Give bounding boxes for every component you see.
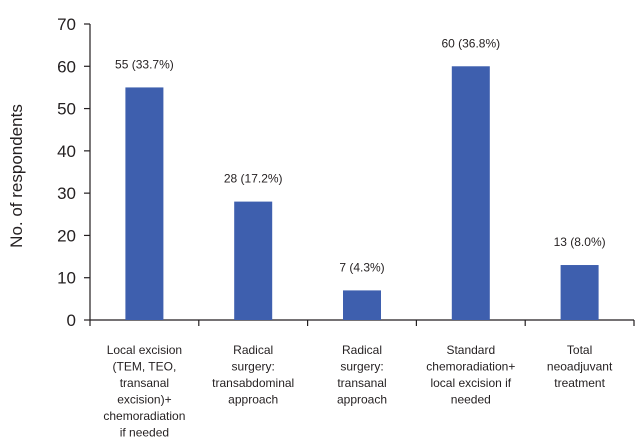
category-label: Radical surgery: transabdominal approach (212, 343, 294, 407)
data-label: 60 (36.8%) (441, 36, 500, 50)
y-tick-label: 10 (57, 269, 76, 288)
category-label: Local excision (TEM, TEO, transanal excisio… (103, 343, 185, 440)
x-axis (89, 319, 635, 326)
category-label: Total neoadjuvant treatment (547, 343, 613, 390)
y-tick-label: 60 (57, 57, 76, 76)
data-label: 55 (33.7%) (115, 57, 174, 71)
category-label: Radical surgery: transanal approach (337, 343, 387, 407)
y-tick-label: 30 (57, 184, 76, 203)
y-tick-label: 20 (57, 226, 76, 245)
y-tick-label: 50 (57, 100, 76, 119)
data-labels: 55 (33.7%) 28 (17.2%) 7 (4.3%) 60 (36.8%) 13… (115, 36, 606, 274)
category-labels: Local excision (TEM, TEO, transanal excisio… (103, 343, 613, 440)
bars (125, 66, 599, 321)
data-label: 7 (4.3%) (339, 260, 384, 274)
bar (234, 201, 273, 320)
y-axis: 0 10 20 30 40 50 60 70 (57, 15, 91, 330)
category-label: Standard chemoradiation+ local excision if… (426, 343, 515, 407)
data-label: 13 (8.0%) (554, 235, 606, 249)
data-label: 28 (17.2%) (224, 172, 283, 186)
bar (451, 66, 490, 321)
y-tick-label: 0 (67, 311, 76, 330)
bar (560, 265, 599, 320)
y-tick-label: 70 (57, 15, 76, 34)
y-tick-label: 40 (57, 142, 76, 161)
bar (343, 290, 381, 320)
bar (125, 87, 164, 320)
y-axis-label: No. of respondents (7, 104, 26, 248)
